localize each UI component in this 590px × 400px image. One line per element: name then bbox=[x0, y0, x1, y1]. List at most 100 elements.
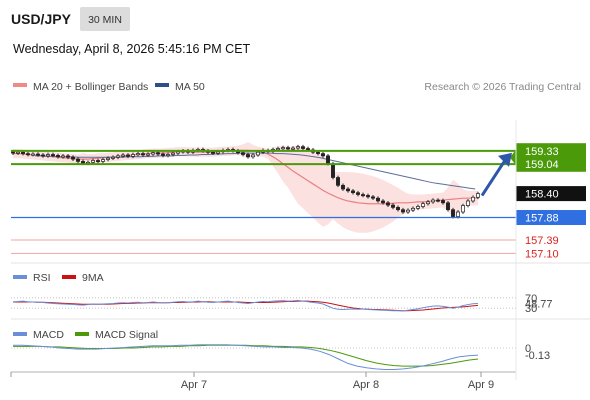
candle-body bbox=[431, 199, 435, 203]
candle-body bbox=[426, 201, 430, 205]
candle bbox=[346, 187, 350, 193]
candle-body bbox=[141, 153, 145, 156]
candle bbox=[406, 208, 410, 214]
interval-button[interactable]: 30 MIN bbox=[80, 7, 130, 31]
candle bbox=[166, 152, 170, 158]
candle-body bbox=[351, 190, 355, 194]
candle bbox=[171, 151, 175, 157]
candle bbox=[476, 191, 480, 200]
x-tick-label: Apr 9 bbox=[468, 379, 494, 391]
candle bbox=[41, 153, 45, 158]
candle-body bbox=[111, 156, 115, 159]
candle bbox=[136, 151, 140, 157]
candle-body bbox=[421, 203, 425, 207]
candle bbox=[366, 193, 370, 199]
candle bbox=[116, 154, 120, 160]
interval-button-bg[interactable] bbox=[80, 7, 130, 31]
candle-body bbox=[211, 151, 215, 154]
candle-body bbox=[341, 184, 345, 190]
candle-body bbox=[156, 152, 160, 155]
candle-body bbox=[151, 152, 155, 155]
level-label-support: 157.39 bbox=[525, 235, 559, 247]
candle-body bbox=[81, 161, 85, 164]
candle bbox=[106, 156, 110, 162]
candle bbox=[356, 190, 360, 197]
macd-signal-legend-swatch bbox=[75, 332, 89, 336]
rsi-ma-line bbox=[13, 300, 479, 312]
candle-body bbox=[21, 151, 25, 154]
interval-label[interactable]: 30 MIN bbox=[88, 14, 122, 26]
candle-body bbox=[391, 204, 395, 208]
candle bbox=[51, 152, 55, 158]
symbol-title: USD/JPY bbox=[11, 11, 72, 27]
candle-body bbox=[301, 146, 305, 149]
candle bbox=[321, 151, 325, 158]
forecast-arrow-head bbox=[498, 152, 512, 167]
macd-signal-line bbox=[13, 344, 479, 367]
candle bbox=[111, 155, 115, 161]
ma50-legend-swatch bbox=[155, 83, 169, 87]
candle-body bbox=[316, 151, 320, 154]
resistance-pointer bbox=[510, 149, 516, 166]
level-label-support: 157.10 bbox=[525, 248, 559, 260]
macd-line bbox=[13, 344, 479, 370]
macd-legend-label: MACD bbox=[33, 329, 64, 341]
rsi-level-label: 70 bbox=[525, 293, 537, 305]
candle-body bbox=[171, 152, 175, 155]
candle-body bbox=[436, 199, 440, 202]
candle bbox=[411, 206, 415, 212]
candle bbox=[71, 155, 75, 161]
candle bbox=[251, 153, 255, 159]
candle-body bbox=[31, 153, 35, 156]
candle bbox=[431, 198, 435, 204]
candle bbox=[421, 201, 425, 209]
candle bbox=[96, 158, 100, 164]
candle-body bbox=[276, 148, 280, 151]
macd-panel: 0-0.13 bbox=[11, 343, 550, 370]
candle-body bbox=[106, 157, 110, 160]
candle-body bbox=[131, 154, 135, 157]
candle-body bbox=[331, 163, 335, 178]
candle-body bbox=[321, 153, 325, 157]
candle-body bbox=[346, 188, 350, 192]
level-label-pivot: 157.88 bbox=[525, 213, 559, 225]
candle-body bbox=[26, 153, 30, 156]
candle bbox=[451, 207, 455, 219]
candle-body bbox=[246, 154, 250, 158]
candle bbox=[341, 183, 345, 191]
candle-body bbox=[376, 197, 380, 202]
candle-body bbox=[256, 151, 260, 156]
candle bbox=[296, 144, 300, 150]
candle bbox=[146, 152, 150, 157]
candle bbox=[446, 200, 450, 212]
candle-body bbox=[251, 154, 255, 158]
candle bbox=[371, 194, 375, 201]
candle-body bbox=[281, 147, 285, 150]
research-credit: Research © 2026 Trading Central bbox=[424, 81, 581, 93]
candle bbox=[391, 203, 395, 210]
candle-body bbox=[11, 151, 15, 154]
candle bbox=[31, 152, 35, 157]
candle-body bbox=[286, 147, 290, 150]
candle bbox=[351, 189, 355, 195]
candle bbox=[46, 152, 50, 158]
candle bbox=[396, 205, 400, 212]
candle-body bbox=[366, 195, 370, 198]
candle bbox=[461, 203, 465, 214]
candle-body bbox=[36, 153, 40, 156]
candle-body bbox=[476, 193, 480, 198]
candle-body bbox=[161, 153, 165, 156]
candle bbox=[26, 151, 30, 157]
candle-body bbox=[91, 160, 95, 163]
candle-body bbox=[406, 209, 410, 213]
candle-body bbox=[76, 158, 80, 162]
candle-body bbox=[441, 200, 445, 204]
ma20-legend-label: MA 20 + Bollinger Bands bbox=[33, 81, 148, 93]
candle bbox=[121, 153, 125, 158]
candle-body bbox=[361, 194, 365, 197]
rsi-legend-swatch bbox=[13, 275, 27, 279]
candle-body bbox=[51, 154, 55, 157]
candle bbox=[76, 157, 80, 164]
candle-body bbox=[136, 153, 140, 156]
x-axis: Apr 7 Apr 8 Apr 9 bbox=[10, 372, 494, 391]
